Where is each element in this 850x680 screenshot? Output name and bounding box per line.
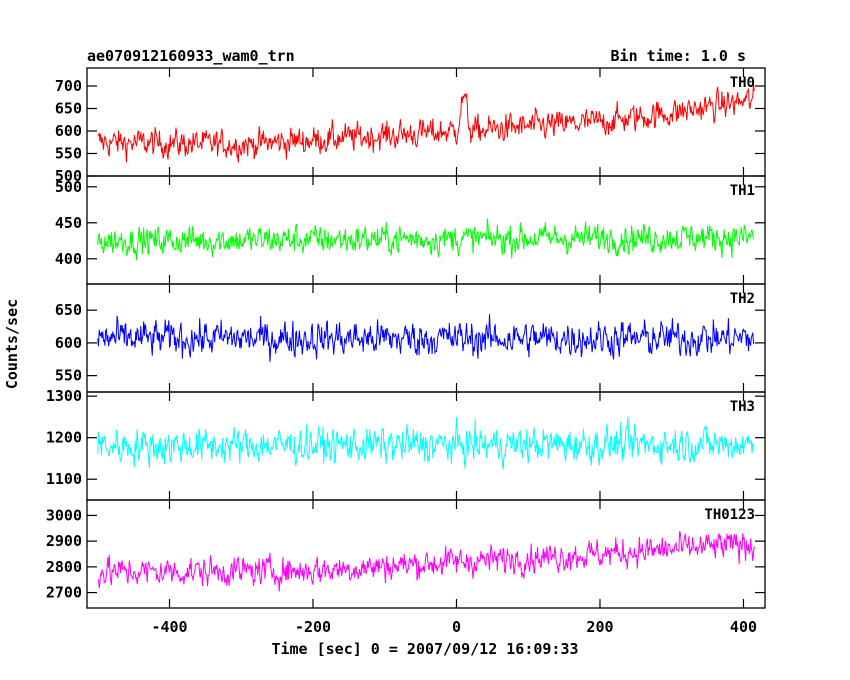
x-tick-label: -400 — [151, 618, 187, 636]
series-line-th0 — [97, 83, 755, 163]
panel-label-th0123: TH0123 — [704, 507, 755, 523]
panel-frame — [86, 499, 766, 609]
panel-th0123: 2700 2800 2900 3000 TH0123 — [46, 499, 766, 609]
panel-th2: 550 600 650 TH2 — [55, 283, 766, 393]
series-line-th3 — [97, 416, 755, 470]
x-axis-label: Time [sec] 0 = 2007/09/12 16:09:33 — [271, 640, 578, 658]
y-tick-label: 500 — [55, 178, 82, 196]
y-tick-label: 1200 — [46, 429, 82, 447]
y-axis-label: Counts/sec — [3, 299, 21, 389]
x-tick-label: 400 — [730, 618, 757, 636]
y-tick-label: 650 — [55, 301, 82, 319]
y-tick-label: 700 — [55, 77, 82, 95]
y-tick-label: 550 — [55, 145, 82, 163]
y-tick-label: 400 — [55, 250, 82, 268]
y-tick-label: 600 — [55, 334, 82, 352]
series-line-th0123 — [97, 531, 755, 592]
y-tick-label: 650 — [55, 100, 82, 118]
panel-th1: 400 450 500 TH1 — [55, 175, 766, 285]
series-line-th2 — [97, 314, 755, 362]
panel-label-th3: TH3 — [730, 399, 755, 415]
panel-frame — [86, 67, 766, 177]
y-tick-label: 600 — [55, 122, 82, 140]
y-tick-label: 1300 — [46, 387, 82, 405]
y-tick-label: 2800 — [46, 558, 82, 576]
y-tick-label: 550 — [55, 367, 82, 385]
panel-label-th2: TH2 — [730, 291, 755, 307]
y-tick-label: 2700 — [46, 584, 82, 602]
y-tick-label: 2900 — [46, 532, 82, 550]
panel-th3: 1100 1200 1300 TH3 — [46, 387, 766, 501]
y-tick-label: 1100 — [46, 470, 82, 488]
x-tick-label: 0 — [452, 618, 461, 636]
panel-frame — [86, 283, 766, 393]
y-tick-label: 3000 — [46, 506, 82, 524]
panel-label-th0: TH0 — [730, 75, 755, 91]
series-line-th1 — [97, 218, 755, 261]
y-tick-label: 450 — [55, 214, 82, 232]
x-tick-label: 200 — [586, 618, 613, 636]
chart-title: ae070912160933_wam0_trn — [87, 47, 295, 65]
x-tick-label: -200 — [295, 618, 331, 636]
panels: 500 550 600 650 700 TH0 400 450 500 TH1 550 600 650 T… — [46, 67, 766, 636]
panel-label-th1: TH1 — [730, 183, 755, 199]
bin-time-label: Bin time: 1.0 s — [611, 47, 746, 65]
y-tick-label: 500 — [55, 167, 82, 185]
panel-th0: 500 550 600 650 700 TH0 — [55, 67, 766, 185]
